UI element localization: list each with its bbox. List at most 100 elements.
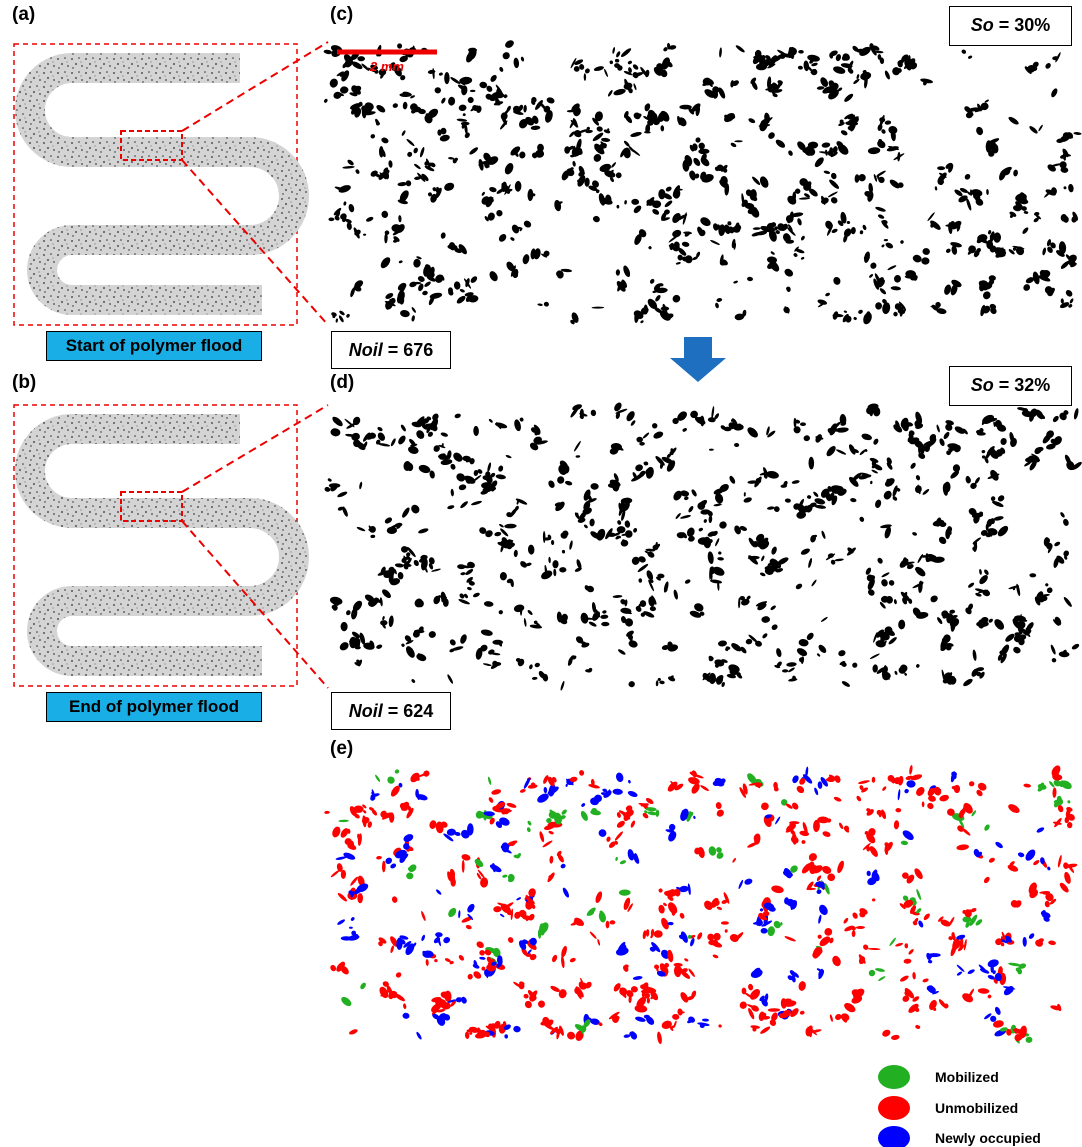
pore-blob: [817, 903, 829, 916]
figure-graphics: [0, 0, 1082, 1147]
pore-blob: [716, 297, 723, 302]
pore-blob: [495, 209, 504, 218]
pore-blob: [505, 454, 512, 458]
pore-blob: [881, 1028, 892, 1038]
pore-blob: [767, 131, 776, 140]
pore-blob: [451, 878, 456, 887]
pore-blob: [892, 495, 898, 501]
pore-blob: [460, 572, 466, 576]
pore-blob: [824, 928, 832, 936]
pore-blob: [569, 540, 574, 550]
pore-blob: [494, 531, 502, 536]
pore-blob: [899, 974, 909, 982]
pore-blob: [786, 194, 798, 206]
pore-blob: [1052, 415, 1060, 423]
pore-blob: [708, 845, 717, 856]
pore-blob: [359, 482, 363, 490]
pore-blob: [1050, 87, 1059, 98]
pore-blob: [822, 830, 832, 838]
pore-blob: [714, 302, 719, 308]
pore-blob: [401, 130, 406, 137]
pore-blob: [572, 161, 576, 167]
pore-blob: [981, 450, 985, 454]
pore-blob: [803, 435, 810, 442]
pore-blob: [518, 151, 526, 159]
pore-blob: [831, 954, 843, 967]
pore-blob: [348, 203, 355, 213]
pore-blob: [323, 49, 332, 54]
pore-blob: [602, 610, 607, 614]
pore-blob: [553, 199, 562, 211]
pore-blob: [440, 432, 448, 438]
pore-blob: [537, 303, 543, 306]
pore-blob: [376, 856, 382, 860]
pore-blob: [817, 86, 825, 90]
pore-blob: [594, 891, 603, 904]
pore-blob: [458, 910, 461, 918]
pore-blob: [435, 889, 442, 896]
pore-blob: [497, 465, 504, 472]
pore-blob: [877, 213, 885, 219]
pore-blob: [612, 788, 623, 795]
pore-blob: [459, 76, 473, 85]
pore-blob: [699, 215, 713, 227]
pore-blob: [912, 972, 916, 980]
pore-blob: [872, 438, 879, 446]
pore-blob: [883, 476, 896, 488]
legend-text: Unmobilized: [935, 1100, 1018, 1116]
panel-label: (a): [12, 4, 35, 26]
pore-blob: [744, 492, 746, 496]
pore-blob: [992, 617, 1006, 631]
pore-blob: [883, 841, 894, 854]
pore-blob: [656, 1031, 662, 1044]
pore-blob: [450, 463, 457, 470]
pore-blob: [795, 582, 803, 590]
pore-blob: [791, 774, 800, 784]
pore-blob: [461, 122, 470, 126]
pore-blob: [882, 489, 893, 501]
pore-blob: [807, 558, 812, 569]
pore-blob: [721, 921, 729, 925]
pore-blob: [785, 803, 793, 810]
pore-blob: [833, 774, 841, 783]
pore-blob: [403, 102, 408, 110]
pore-blob: [890, 286, 901, 291]
pore-blob: [638, 578, 642, 583]
pore-blob: [491, 788, 502, 795]
pore-blob: [456, 118, 467, 122]
pore-blob: [1053, 541, 1060, 547]
pore-blob: [867, 588, 876, 597]
pore-blob: [413, 559, 420, 567]
pore-blob: [498, 609, 504, 615]
pore-blob: [1069, 298, 1074, 304]
pore-blob: [451, 451, 464, 464]
pore-blob: [904, 943, 908, 948]
pore-blob: [1028, 125, 1038, 135]
pore-blob: [835, 448, 846, 455]
pore-blob: [549, 856, 553, 864]
pore-blob: [1029, 573, 1036, 577]
pore-blob: [488, 796, 495, 803]
pore-blob: [698, 149, 709, 155]
pore-blob: [827, 873, 836, 882]
pore-blob: [370, 535, 375, 539]
pore-blob: [1071, 643, 1080, 651]
pore-blob: [679, 912, 685, 919]
value: = 676: [388, 340, 434, 360]
pore-blob: [634, 463, 644, 472]
pore-blob: [936, 616, 943, 625]
pore-blob: [566, 1030, 577, 1041]
pore-blob: [838, 822, 844, 830]
pore-blob: [628, 681, 636, 688]
pore-blob: [504, 524, 517, 529]
pore-blob: [560, 863, 567, 869]
pore-blob: [515, 181, 522, 192]
pore-blob: [624, 520, 631, 528]
pore-blob: [448, 96, 456, 105]
pore-blob: [578, 770, 584, 777]
pore-blob: [846, 221, 850, 225]
pore-blob: [783, 267, 795, 278]
pore-blob: [328, 217, 334, 221]
pore-blob: [666, 901, 679, 916]
pore-blob: [475, 940, 485, 949]
